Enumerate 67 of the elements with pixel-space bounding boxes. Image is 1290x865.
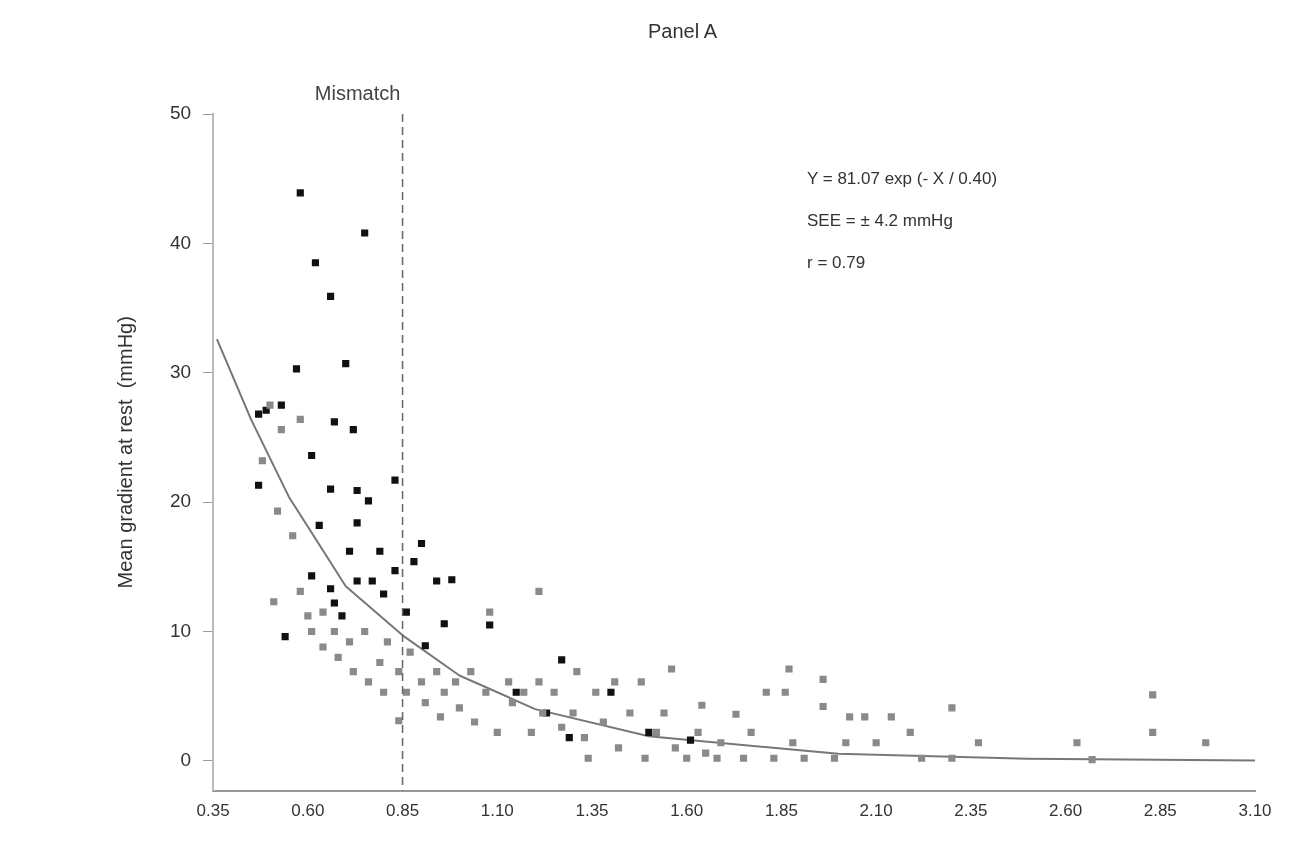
annotation: Y = 81.07 exp (- X / 0.40) [807,168,998,188]
point [327,485,335,493]
point [448,576,456,584]
point [330,418,338,426]
point [296,189,304,197]
point [353,519,361,527]
point [345,547,354,555]
x-tick-label: 3.10 [1238,801,1272,821]
x-tick-label: 0.35 [196,801,230,821]
chart-title: Panel A [648,19,718,42]
y-tick-label: 20 [169,490,192,512]
y-tick-label: 0 [180,749,192,771]
point [421,642,429,650]
point [410,558,418,566]
point [558,656,566,664]
y-axis-title: Mean gradient at rest (mmHg) [113,316,136,589]
x-tick-label: 2.10 [859,801,893,821]
point [512,688,520,696]
point [364,497,373,505]
point [376,547,384,555]
point [368,577,376,585]
point [311,259,320,267]
point [380,590,388,598]
y-tick-label: 30 [169,360,192,382]
x-tick-label: 0.60 [291,801,325,821]
x-tick-label: 2.35 [954,801,988,821]
y-tick-label: 10 [169,619,192,641]
point [645,728,653,736]
x-tick-label: 1.10 [480,801,514,821]
y-tick-label: 50 [169,102,192,124]
point [440,620,448,628]
point [330,599,338,607]
point [391,567,399,575]
point [255,481,263,489]
point [391,476,399,484]
point [686,736,695,744]
point [486,621,494,629]
x-tick-label: 0.85 [386,801,420,821]
point [308,572,316,580]
point [353,486,361,495]
point [565,733,573,742]
point [281,633,289,641]
point [255,410,263,418]
point [402,608,410,616]
point [349,426,357,434]
annotation: SEE = ± 4.2 mmHg [807,210,953,230]
x-tick-label: 1.35 [575,801,609,821]
point [433,577,441,585]
x-tick-label: 2.85 [1143,801,1177,821]
annotation: r = 0.79 [807,252,866,272]
point [277,401,285,409]
point [417,539,426,548]
x-tick-label: 2.60 [1049,801,1083,821]
point [607,688,615,696]
y-tick-label: 40 [169,231,192,253]
x-tick-label: 1.85 [764,801,798,821]
point [342,360,350,368]
point [361,229,369,237]
point [327,292,335,300]
point [315,521,323,529]
point [292,365,301,373]
point [308,451,316,460]
ref-line-label: Mismatch [314,81,401,104]
point [353,577,361,585]
x-tick-label: 1.60 [670,801,704,821]
point [327,585,335,593]
point [338,612,346,620]
